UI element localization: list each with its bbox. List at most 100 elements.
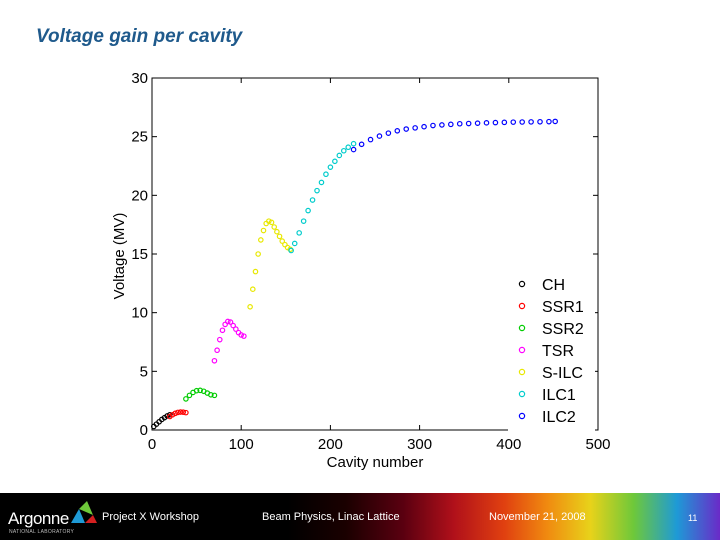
data-point-ilc2 [367, 136, 374, 143]
data-point-s-ilc [255, 251, 261, 257]
data-point-tsr [227, 319, 234, 325]
data-point-ilc2 [546, 118, 552, 125]
legend-marker [518, 390, 526, 398]
x-tick-label: 500 [585, 436, 610, 453]
data-point-tsr [230, 322, 236, 329]
logo-wordmark: Argonne [8, 509, 69, 528]
y-tick-label: 10 [131, 305, 148, 322]
data-point-ssr2 [211, 392, 218, 399]
x-tick-label: 100 [229, 436, 254, 453]
y-axis-label: Voltage (MV) [111, 213, 128, 300]
footer-bar: Argonne NATIONAL LABORATORY Project X Wo… [0, 493, 720, 540]
data-point-s-ilc [260, 227, 267, 234]
data-point-s-ilc [249, 286, 256, 293]
legend-marker [518, 302, 526, 310]
data-point-ilc2 [358, 141, 365, 148]
data-point-ilc1 [327, 164, 334, 170]
data-point-ilc2 [501, 119, 508, 126]
data-point-ssr2 [193, 387, 200, 394]
data-point-tsr [211, 357, 218, 364]
data-point-ilc1 [305, 207, 311, 214]
data-point-ilc2 [439, 122, 445, 128]
data-point-ilc2 [385, 130, 392, 136]
data-point-ssr2 [186, 392, 193, 399]
data-point-s-ilc [279, 238, 286, 244]
x-tick-label: 400 [496, 436, 521, 453]
x-axis-label: Cavity number [327, 454, 424, 471]
data-point-s-ilc [266, 218, 272, 224]
y-tick-label: 0 [140, 422, 148, 439]
legend-label: SSR2 [542, 321, 584, 338]
data-point-tsr [233, 326, 239, 332]
data-point-ilc2 [474, 120, 481, 126]
legend-marker [518, 346, 526, 354]
slide-title: Voltage gain per cavity [36, 26, 243, 47]
x-tick-label: 0 [148, 436, 156, 453]
data-point-ch [164, 413, 170, 419]
voltage-gain-chart: 0 100 200 300 400 500 0 5 10 15 20 25 30 Cavity numbe… [111, 70, 611, 471]
data-point-ilc1 [296, 230, 302, 236]
data-point-ilc2 [430, 122, 436, 129]
argonne-logo: Argonne NATIONAL LABORATORY [8, 499, 98, 535]
argonne-logo-icon [71, 501, 97, 523]
data-point-tsr [225, 318, 231, 325]
data-point-tsr [238, 332, 245, 338]
footer-topic: Beam Physics, Linac Lattice [262, 511, 400, 523]
data-point-s-ilc [271, 224, 278, 230]
data-point-ilc1 [323, 171, 329, 178]
data-point-ilc1 [345, 144, 352, 151]
legend-marker [518, 368, 526, 376]
data-point-ilc2 [519, 119, 525, 125]
data-point-ilc2 [376, 133, 383, 139]
legend-marker [518, 280, 526, 288]
data-point-ilc2 [483, 120, 490, 126]
data-point-ilc1 [340, 147, 347, 154]
y-tick-label: 30 [131, 70, 148, 87]
data-point-ilc2 [421, 123, 427, 130]
data-point-s-ilc [258, 237, 264, 243]
data-point-ilc2 [412, 125, 418, 131]
data-point-tsr [216, 336, 223, 343]
data-point-ssr1 [175, 409, 181, 416]
data-point-ssr1 [183, 409, 189, 416]
data-point-ilc2 [350, 146, 357, 153]
data-point-s-ilc [252, 268, 259, 275]
data-point-ssr2 [183, 396, 189, 402]
legend-label: S-ILC [542, 365, 583, 382]
data-point-ilc2 [537, 118, 543, 125]
data-point-ssr1 [172, 410, 178, 417]
data-point-ssr2 [197, 387, 203, 394]
footer-event: Project X Workshop [102, 511, 200, 523]
legend-label: TSR [542, 343, 574, 360]
data-point-ilc1 [332, 158, 338, 165]
y-tick-label: 5 [140, 363, 148, 380]
legend-marker [518, 324, 526, 332]
data-point-ilc2 [492, 119, 499, 126]
y-tick-label: 15 [131, 246, 148, 263]
data-point-s-ilc [276, 233, 283, 240]
data-point-ilc1 [336, 152, 343, 159]
data-point-ilc2 [394, 128, 401, 134]
legend-marker [518, 412, 526, 420]
footer-date: November 21, 2008 [489, 511, 586, 523]
data-point-ilc1 [314, 187, 320, 194]
data-point-ilc2 [510, 119, 517, 125]
data-point-s-ilc [247, 303, 253, 310]
x-tick-label: 200 [318, 436, 343, 453]
y-tick-label: 20 [131, 187, 148, 204]
data-point-ilc1 [318, 179, 325, 186]
data-point-tsr [219, 327, 226, 334]
data-point-ilc2 [448, 121, 454, 128]
data-point-ch [167, 411, 173, 418]
legend-label: CH [542, 277, 565, 294]
data-point-ilc1 [288, 247, 294, 254]
legend-label: ILC2 [542, 409, 576, 426]
data-point-ssr2 [208, 391, 214, 398]
data-point-ilc2 [456, 120, 463, 127]
legend-label: ILC1 [542, 387, 576, 404]
data-point-ilc2 [403, 126, 410, 132]
data-point-ssr1 [177, 409, 184, 415]
legend-label: SSR1 [542, 299, 584, 316]
x-tick-label: 300 [407, 436, 432, 453]
data-point-ilc1 [309, 197, 316, 203]
